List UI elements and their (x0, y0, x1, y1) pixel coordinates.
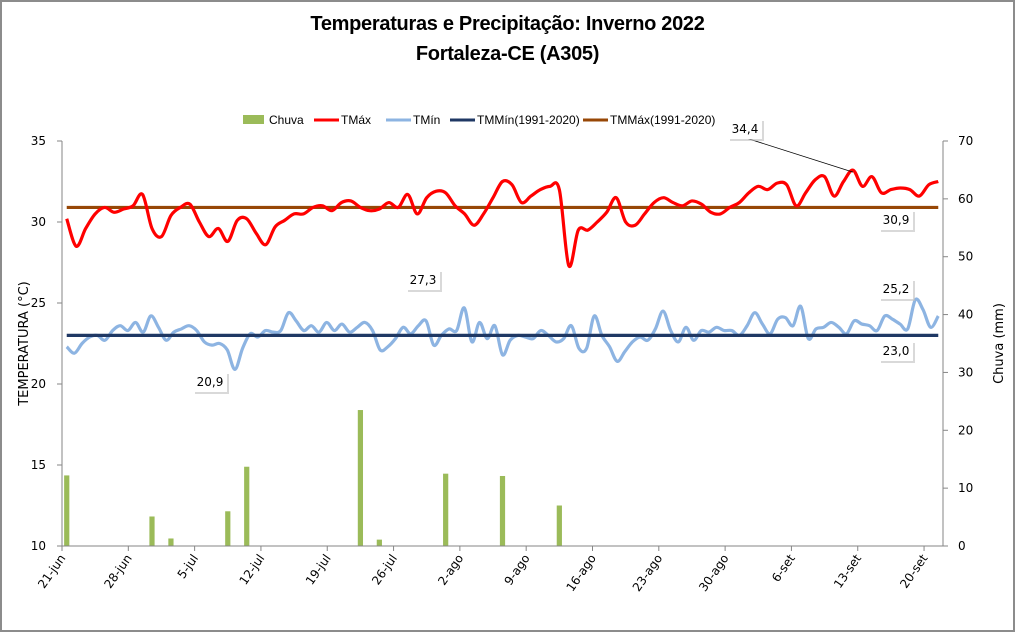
data-label-text: 34,4 (732, 122, 759, 136)
chuva-bar (357, 410, 364, 546)
x-tick-label: 19-jul (303, 552, 334, 588)
y-tick-label: 20 (31, 377, 46, 391)
chuva-bar (64, 475, 70, 546)
x-tick-label: 13-set (831, 551, 864, 590)
label-tmax-peak: 34,4 (728, 119, 764, 141)
y2-tick-label: 60 (958, 192, 973, 206)
legend-label: TMMáx(1991-2020) (610, 113, 715, 127)
y2-tick-label: 0 (958, 539, 966, 553)
y-axis-title: TEMPERATURA (°C) (17, 281, 32, 407)
y2-tick-label: 40 (958, 308, 973, 322)
label-tmmax-normal: 30,9 (879, 210, 915, 232)
label-tmmin-normal: 23,0 (879, 341, 915, 363)
legend-item: TMáx (314, 113, 371, 127)
chuva-bar (244, 466, 250, 546)
legend: Chuva TMáx TMín TMMín(1991-2020) TMMáx(1991-… (243, 113, 715, 127)
x-tick-label: 20-set (897, 551, 930, 590)
chuva-bar (556, 505, 562, 546)
legend-label: TMín (413, 113, 440, 127)
data-label-text: 30,9 (883, 213, 910, 227)
x-tick-label: 21-jun (35, 552, 68, 591)
x-tick-label: 26-jul (369, 552, 400, 588)
chuva-bar (443, 473, 449, 546)
x-tick-label: 5-jul (175, 552, 202, 582)
label-tmax-min: 27,3 (406, 270, 442, 292)
data-label-box (193, 372, 227, 392)
chuva-bar (149, 516, 155, 546)
legend-label: Chuva (269, 113, 304, 127)
x-tick-label: 9-ago (502, 552, 533, 588)
y2-axis-title: Chuva (mm) (992, 303, 1007, 384)
data-labels: 34,4 27,3 20,9 25,2 30,9 23,0 (193, 119, 915, 394)
chart-subtitle: Fortaleza-CE (A305) (415, 43, 600, 65)
y2-tick-label: 10 (958, 481, 973, 495)
series-lines (65, 168, 940, 372)
chuva-bar (225, 511, 231, 546)
y-tick-label: 30 (31, 215, 46, 229)
data-label-text: 23,0 (883, 344, 910, 358)
x-tick-label: 16-ago (563, 552, 599, 594)
x-tick-label: 30-ago (696, 552, 732, 594)
x-tick-label: 12-jul (236, 552, 267, 588)
tmin-line (65, 297, 940, 372)
chart-title: Temperaturas e Precipitação: Inverno 202… (310, 13, 705, 35)
legend-label: TMMín(1991-2020) (477, 113, 580, 127)
chuva-bar (376, 539, 382, 546)
y2-tick-label: 70 (958, 134, 973, 148)
label-tmin-peak: 25,2 (879, 279, 915, 301)
legend-item: TMín (386, 113, 440, 127)
data-label-box (879, 210, 913, 230)
y2-tick-label: 20 (958, 423, 973, 437)
y2-tick-label: 30 (958, 365, 973, 379)
tmax-line (65, 168, 939, 268)
y-tick-label: 25 (31, 296, 46, 310)
y-tick-label: 10 (31, 539, 46, 553)
data-label-text: 27,3 (410, 273, 437, 287)
leader-line (745, 137, 854, 173)
x-tick-label: 6-set (769, 551, 798, 584)
y-tick-label: 35 (31, 134, 46, 148)
chuva-bar (499, 475, 506, 546)
x-tick-label: 2-ago (435, 552, 466, 588)
legend-item: TMMín(1991-2020) (450, 113, 580, 127)
data-label-text: 25,2 (883, 282, 910, 296)
y-tick-label: 15 (31, 458, 46, 472)
legend-item: Chuva (243, 113, 304, 127)
data-label-box (879, 279, 913, 299)
x-tick-label: 23-ago (630, 552, 666, 594)
chuva-bar (168, 538, 174, 546)
x-tick-label: 28-jun (101, 552, 134, 591)
legend-item: TMMáx(1991-2020) (583, 113, 715, 127)
axes: 10 15 20 25 30 35 0 10 20 30 40 50 60 70 TEMPERATURA (… (17, 134, 1007, 594)
data-label-text: 20,9 (197, 375, 224, 389)
chuva-bars (64, 410, 562, 546)
data-label-box (879, 341, 913, 361)
data-label-box (406, 270, 440, 290)
y2-tick-label: 50 (958, 250, 973, 264)
label-tmin-min: 20,9 (193, 372, 229, 394)
legend-label: TMáx (341, 113, 371, 127)
legend-swatch-bar (243, 115, 264, 124)
data-label-box (728, 119, 762, 139)
